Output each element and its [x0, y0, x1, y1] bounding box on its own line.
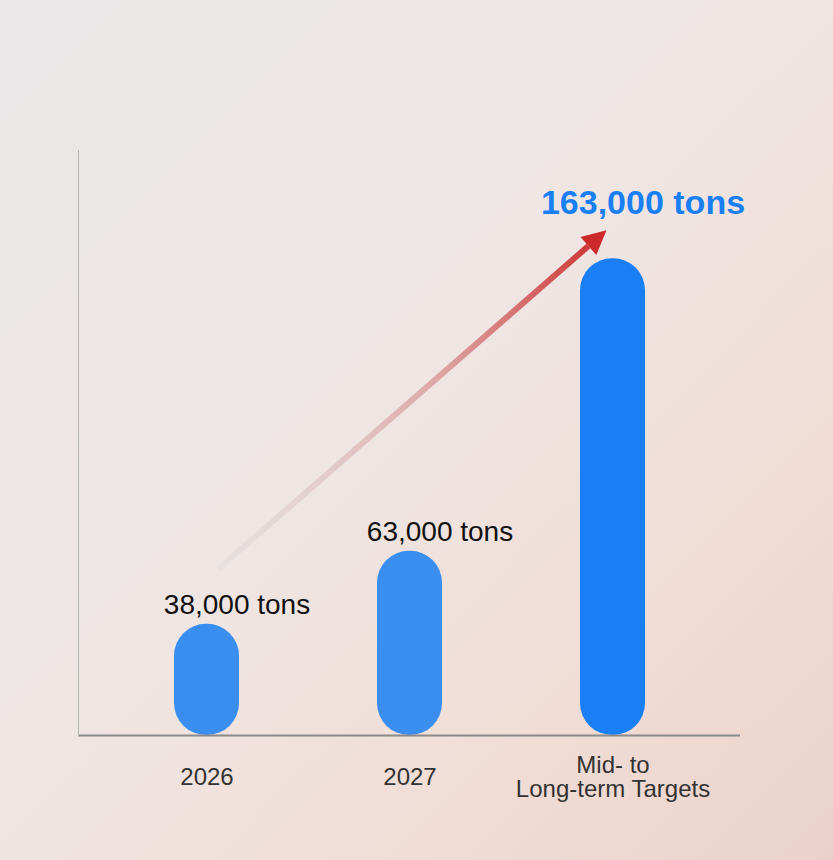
svg-text:2027: 2027 — [383, 763, 436, 790]
svg-text:63,000 tons: 63,000 tons — [367, 516, 513, 547]
svg-text:2026: 2026 — [180, 763, 233, 790]
svg-text:Mid- toLong-term Targets: Mid- toLong-term Targets — [516, 751, 710, 802]
svg-text:38,000 tons: 38,000 tons — [164, 589, 310, 620]
svg-text:163,000 tons: 163,000 tons — [541, 183, 745, 221]
